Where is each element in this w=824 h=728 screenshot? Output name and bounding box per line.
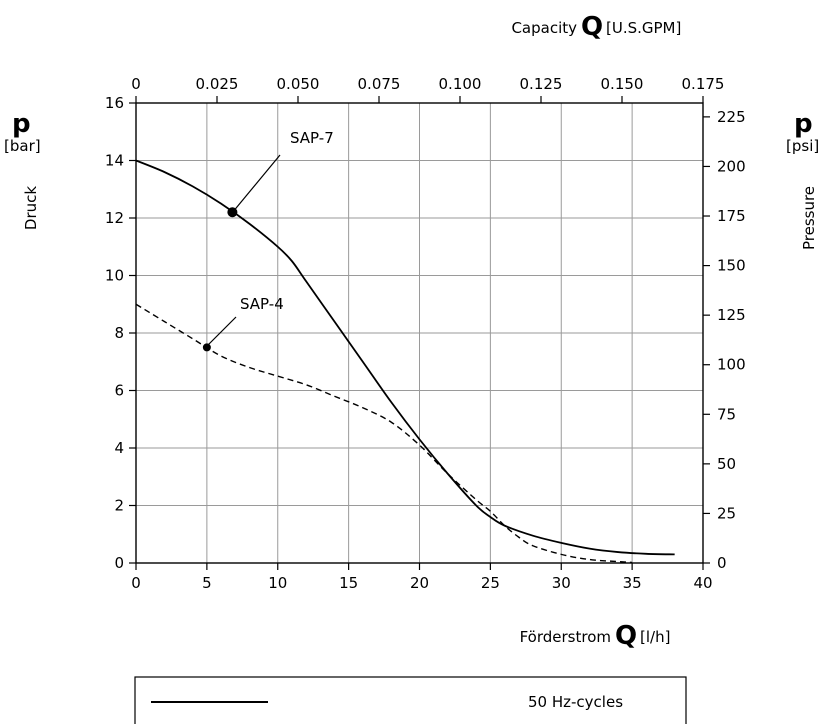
bottom-axis-tick-label: 0 (131, 574, 141, 592)
left-axis-tick-label: 8 (114, 324, 124, 342)
left-axis-tick-label: 4 (114, 439, 124, 457)
sap4-label: SAP-4 (240, 295, 284, 313)
top-axis-tick-label: 0.050 (277, 75, 320, 93)
right-axis-unit: [psi] (786, 137, 819, 155)
right-axis-tick-label: 175 (717, 207, 746, 225)
axes: 0 5 10 15 20 25 30 35 400 0.025 0.050 0.075 0.100 0.1… (105, 75, 746, 592)
right-axis-tick-label: 200 (717, 157, 746, 175)
bottom-axis-tick-label: 5 (202, 574, 212, 592)
top-axis-tick-label: 0.125 (520, 75, 563, 93)
right-axis-tick-label: 50 (717, 455, 736, 473)
sap4-leader-line (205, 316, 237, 348)
legend: 50 Hz-cycles (134, 676, 687, 728)
top-axis-tick-label: 0.025 (196, 75, 239, 93)
legend-box (134, 676, 687, 728)
bottom-axis-unit: [l/h] (640, 628, 670, 646)
top-axis-label: Capacity (511, 19, 577, 37)
bottom-axis-tick-label: 25 (481, 574, 500, 592)
right-axis-tick-label: 75 (717, 405, 736, 423)
top-axis-tick-label: 0.075 (358, 75, 401, 93)
bottom-axis-tick-label: 20 (410, 574, 429, 592)
left-axis-tick-label: 0 (114, 554, 124, 572)
bottom-axis-tick-label: 10 (268, 574, 287, 592)
left-axis-tick-label: 16 (105, 94, 124, 112)
bottom-axis-tick-label: 30 (552, 574, 571, 592)
left-axis-tick-label: 14 (105, 152, 124, 170)
bottom-axis-label: Förderstrom (520, 628, 611, 646)
left-axis-label: Druck (22, 186, 40, 230)
top-axis-tick-label: 0.175 (682, 75, 725, 93)
series-marker-sap-4 (202, 343, 211, 352)
bottom-axis-tick-label: 15 (339, 574, 358, 592)
grid (136, 103, 703, 563)
left-axis-tick-label: 6 (114, 382, 124, 400)
top-axis-tick-label: 0.150 (601, 75, 644, 93)
series-line-sap-7 (135, 159, 675, 556)
right-axis-tick-label: 25 (717, 504, 736, 522)
right-axis-tick-label: 150 (717, 257, 746, 275)
right-axis-tick-label: 0 (717, 554, 727, 572)
left-axis-symbol: p (12, 109, 31, 139)
bottom-axis-symbol: Q (615, 621, 637, 651)
top-axis-symbol: Q (581, 12, 603, 42)
left-axis-tick-label: 10 (105, 267, 124, 285)
top-axis-tick-label: 0 (131, 75, 141, 93)
right-axis-tick-label: 225 (717, 108, 746, 126)
bottom-axis-tick-label: 40 (693, 574, 712, 592)
series-layer (135, 159, 675, 564)
right-axis-tick-label: 100 (717, 356, 746, 374)
right-axis-label: Pressure (800, 186, 818, 250)
left-axis-tick-label: 2 (114, 497, 124, 515)
series-line-sap-4 (135, 303, 633, 564)
left-axis-tick-label: 12 (105, 209, 124, 227)
top-axis-unit: [U.S.GPM] (606, 19, 681, 37)
right-axis-tick-label: 125 (717, 306, 746, 324)
left-axis-unit: [bar] (4, 137, 41, 155)
bottom-axis-tick-label: 35 (623, 574, 642, 592)
sap7-leader-line (231, 154, 281, 214)
top-axis-tick-label: 0.100 (439, 75, 482, 93)
sap7-label: SAP-7 (290, 129, 334, 147)
legend-entry-label: 50 Hz-cycles (528, 693, 623, 711)
right-axis-symbol: p (794, 109, 813, 139)
